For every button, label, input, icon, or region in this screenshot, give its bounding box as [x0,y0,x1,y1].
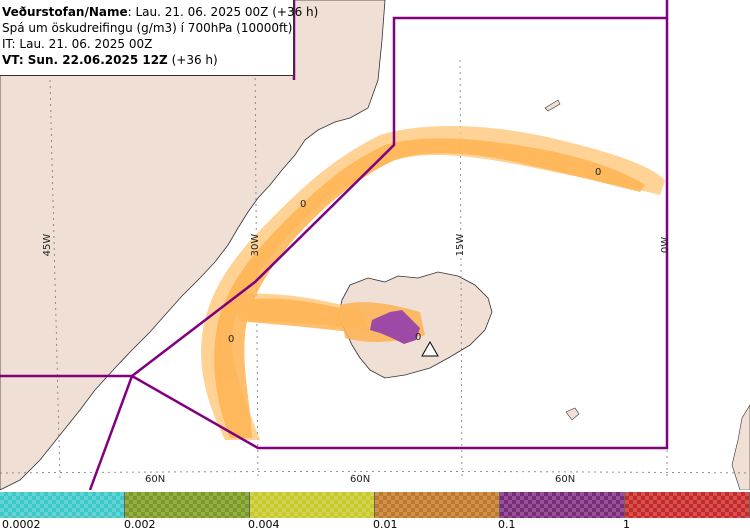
greenland-coast [0,0,386,490]
longitude-label: 0W [660,237,671,253]
contour-label: 0 [300,199,306,210]
legend-swatch [250,492,375,518]
legend-bar [0,492,750,518]
faroe-islands [565,407,580,421]
jan-mayen [544,99,561,112]
latitude-label: 60N [555,474,575,485]
legend-swatch [500,492,625,518]
legend-swatch [625,492,750,518]
legend-swatch [125,492,250,518]
contour-label: 0 [228,334,234,345]
issue-time: IT: Lau. 21. 06. 2025 00Z [2,37,153,51]
latitude-label: 60N [145,474,165,485]
norway-coast [731,404,750,490]
org-label: Veðurstofan/Name [2,5,128,19]
triangle-icon [421,340,439,357]
legend-tick: 0.0002 [2,518,41,531]
legend-tick: 1 [623,518,630,531]
latitude-label: 60N [350,474,370,485]
legend-tick: 0.002 [124,518,156,531]
legend-tick: 0.01 [373,518,398,531]
ash-plume-core [370,310,420,344]
legend-swatch [0,492,125,518]
contour-label: 0 [415,332,421,343]
longitude-label: 45W [42,234,53,257]
legend-tick: 0.1 [498,518,516,531]
longitude-label: 15W [455,234,466,257]
fir-boundary [0,0,669,490]
longitude-label: 30W [250,234,261,257]
contour-label: 0 [595,167,601,178]
valid-time: VT: Sun. 22.06.2025 12Z [2,53,168,67]
legend-swatch [375,492,500,518]
name-value: : Lau. 21. 06. 2025 00Z (+36 h) [127,5,319,19]
legend-tick: 0.004 [248,518,280,531]
forecast-title: Spá um öskudreifingu (g/m3) í 700hPa (10… [2,21,293,35]
forecast-info-box: Veðurstofan/Name: Lau. 21. 06. 2025 00Z … [0,0,318,76]
ash-forecast-map: 0 0 0 0 45W 30W 15W 0W 60N 60N 60N [0,0,750,490]
valid-offset: (+36 h) [171,53,218,67]
color-legend: 0.0002 0.002 0.004 0.01 0.1 1 [0,490,750,532]
